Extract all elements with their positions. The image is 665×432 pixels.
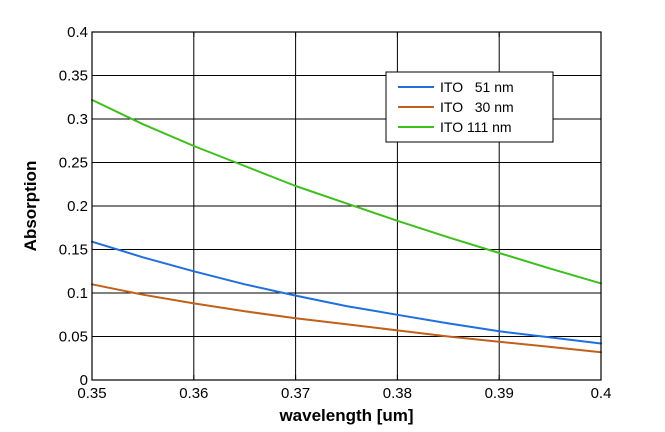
y-tick-label: 0.3 bbox=[67, 111, 88, 128]
legend-label-0: ITO 51 nm bbox=[440, 79, 514, 95]
y-tick-label: 0.05 bbox=[59, 329, 88, 346]
x-tick-label: 0.4 bbox=[591, 385, 612, 402]
x-tick-label: 0.37 bbox=[281, 385, 310, 402]
y-tick-label: 0.4 bbox=[67, 24, 88, 41]
legend-label-1: ITO 30 nm bbox=[440, 99, 514, 115]
x-tick-label: 0.36 bbox=[179, 385, 208, 402]
y-tick-label: 0.35 bbox=[59, 68, 88, 85]
y-tick-label: 0 bbox=[80, 372, 88, 389]
series-layer bbox=[91, 98, 602, 354]
y-tick-label: 0.15 bbox=[59, 242, 88, 259]
x-tick-label: 0.39 bbox=[485, 385, 514, 402]
y-tick-label: 0.1 bbox=[67, 285, 88, 302]
series-line-2 bbox=[91, 98, 602, 285]
y-axis-label: Absorption bbox=[21, 161, 40, 252]
x-tick-label: 0.38 bbox=[383, 385, 412, 402]
legend: ITO 51 nm ITO 30 nm ITO 111 nm bbox=[385, 71, 554, 143]
x-tick-label: 0.35 bbox=[77, 385, 106, 402]
x-axis-label: wavelength [um] bbox=[278, 406, 413, 425]
legend-label-2: ITO 111 nm bbox=[440, 119, 512, 135]
y-tick-label: 0.25 bbox=[59, 155, 88, 172]
y-tick-label: 0.2 bbox=[67, 198, 88, 215]
ticks: 0.35 0.36 0.37 0.38 0.39 0.4 0 0.05 0.1 0.15 0.2 0.… bbox=[59, 24, 612, 402]
series-line-1 bbox=[91, 283, 602, 354]
series-line-0 bbox=[91, 240, 602, 345]
